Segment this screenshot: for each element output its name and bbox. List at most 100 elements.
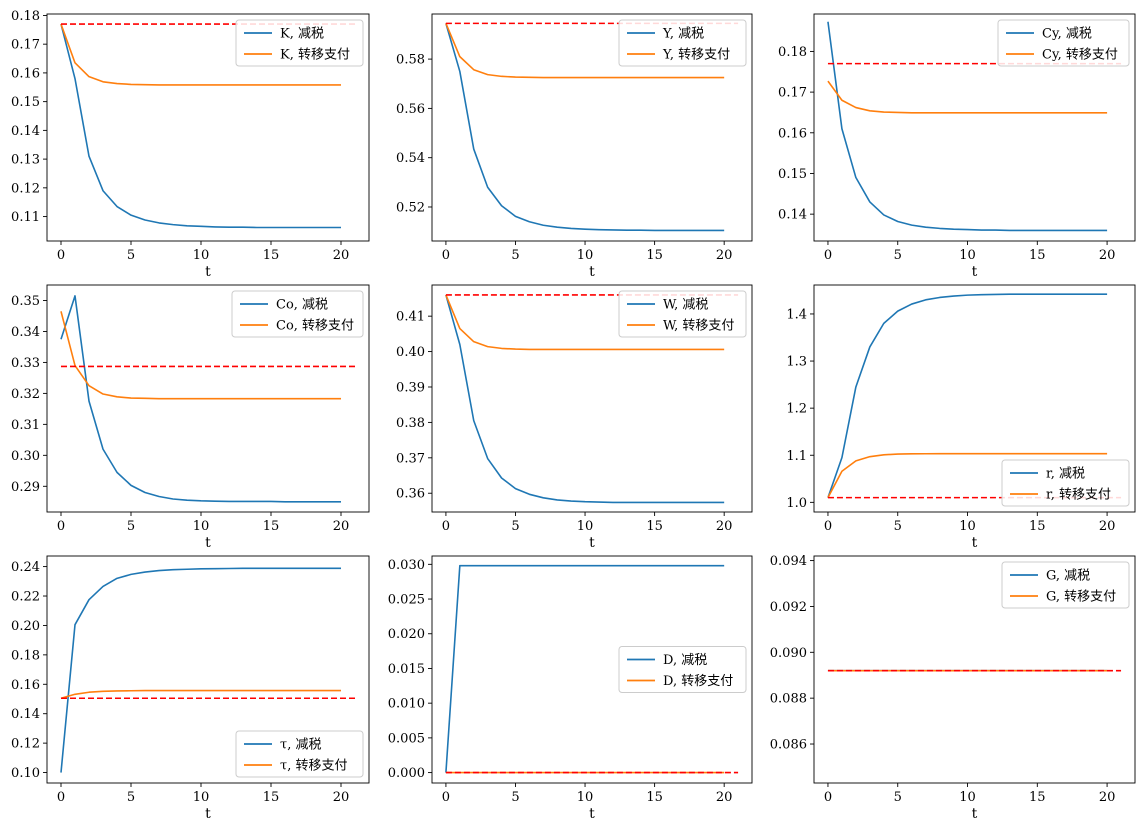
series-line-transfer xyxy=(445,23,725,79)
y-tick-label: 0.015 xyxy=(388,662,425,677)
y-tick-label: 0.025 xyxy=(388,593,425,608)
x-tick-label: 0 xyxy=(57,248,65,263)
x-axis-label: t xyxy=(205,806,211,822)
y-tick-label: 0.38 xyxy=(396,416,425,431)
x-tick-label: 5 xyxy=(894,248,902,263)
y-tick-label: 0.58 xyxy=(396,53,425,68)
y-tick-label: 0.086 xyxy=(770,738,807,753)
y-tick-label: 0.17 xyxy=(11,38,40,53)
x-tick-label: 5 xyxy=(511,248,519,263)
legend-label: Y, 减税 xyxy=(662,27,704,42)
x-tick-label: 20 xyxy=(1099,790,1116,805)
subplot-4: 0 5 10 15 20 0.29 0.30 0.31 0.32 0.33 0.34 0.35 t Co,… xyxy=(11,284,370,551)
subplot-7: 0 5 10 15 20 0.10 0.12 0.14 0.16 0.18 0.20 0.22 0.24… xyxy=(11,555,370,822)
series-line-transfer xyxy=(60,23,341,86)
x-tick-label: 15 xyxy=(1029,248,1046,263)
y-tick-label: 0.020 xyxy=(388,627,425,642)
x-tick-label: 20 xyxy=(333,790,350,805)
y-tick-label: 0.24 xyxy=(11,560,40,575)
y-tick-label: 0.29 xyxy=(11,480,40,495)
y-tick-label: 0.39 xyxy=(396,380,425,395)
x-tick-label: 5 xyxy=(511,519,519,534)
y-tick-label: 0.090 xyxy=(770,646,807,661)
y-tick-label: 0.18 xyxy=(11,9,40,24)
x-tick-label: 0 xyxy=(442,519,450,534)
subplot-6: 0 5 10 15 20 1.0 1.1 1.2 1.3 1.4 t r, 减税 r, 转移支付 xyxy=(786,284,1136,551)
series-line-transfer xyxy=(60,311,341,400)
series-line-tax-cut xyxy=(445,23,725,232)
series-line-tax-cut xyxy=(60,23,341,229)
y-tick-label: 0.16 xyxy=(778,126,807,141)
x-tick-label: 0 xyxy=(57,519,65,534)
x-tick-label: 20 xyxy=(716,248,733,263)
y-tick-label: 0.092 xyxy=(770,600,807,615)
x-tick-label: 10 xyxy=(577,519,594,534)
legend: Co, 减税 Co, 转移支付 xyxy=(231,290,364,338)
legend: r, 减税 r, 转移支付 xyxy=(1001,459,1130,507)
axes-frame xyxy=(46,555,370,784)
series-line-tax-cut xyxy=(60,295,341,503)
axes-frame xyxy=(46,13,370,242)
x-axis-label: t xyxy=(972,264,978,280)
legend-label: W, 转移支付 xyxy=(663,319,734,334)
legend-label: τ, 转移支付 xyxy=(280,759,347,774)
x-axis-label: t xyxy=(589,535,595,551)
series-line-transfer xyxy=(445,294,725,351)
plot-area xyxy=(60,567,355,773)
legend-label: Co, 转移支付 xyxy=(276,319,354,334)
x-tick-label: 10 xyxy=(577,790,594,805)
x-tick-label: 15 xyxy=(1029,790,1046,805)
axes-frame xyxy=(813,284,1136,513)
x-tick-label: 20 xyxy=(716,519,733,534)
x-tick-label: 15 xyxy=(263,248,280,263)
y-tick-label: 1.4 xyxy=(786,307,807,322)
y-tick-label: 1.2 xyxy=(786,402,807,417)
x-tick-label: 15 xyxy=(263,790,280,805)
y-tick-label: 0.35 xyxy=(11,294,40,309)
x-tick-label: 10 xyxy=(577,248,594,263)
x-tick-label: 15 xyxy=(646,248,663,263)
legend: G, 减税 G, 转移支付 xyxy=(1001,561,1130,609)
y-tick-label: 0.14 xyxy=(11,124,40,139)
subplot-2: 0 5 10 15 20 0.52 0.54 0.56 0.58 t Y, 减税 Y, 转移支付 xyxy=(396,13,753,280)
subplot-8: 0 5 10 15 20 0.000 0.005 0.010 0.015 0.020 0.025 0.… xyxy=(388,555,753,822)
x-tick-label: 10 xyxy=(959,519,976,534)
series-line-tax-cut xyxy=(827,293,1108,498)
x-tick-label: 20 xyxy=(716,790,733,805)
x-axis-label: t xyxy=(205,264,211,280)
x-tick-label: 5 xyxy=(511,790,519,805)
axes-frame xyxy=(813,13,1136,242)
y-tick-label: 0.14 xyxy=(778,208,807,223)
y-tick-label: 0.10 xyxy=(11,766,40,781)
y-tick-label: 0.34 xyxy=(11,325,40,340)
y-tick-label: 0.15 xyxy=(11,95,40,110)
legend: Cy, 减税 Cy, 转移支付 xyxy=(997,19,1130,67)
legend-label: Cy, 减税 xyxy=(1042,27,1092,42)
y-tick-label: 0.12 xyxy=(11,737,40,752)
x-tick-label: 10 xyxy=(193,790,210,805)
x-tick-label: 0 xyxy=(442,248,450,263)
y-tick-label: 0.30 xyxy=(11,449,40,464)
x-tick-label: 15 xyxy=(1029,519,1046,534)
x-tick-label: 20 xyxy=(333,248,350,263)
y-tick-label: 0.40 xyxy=(396,345,425,360)
legend-label: Cy, 转移支付 xyxy=(1042,48,1118,63)
legend-label: G, 减税 xyxy=(1046,569,1090,584)
y-tick-label: 0.37 xyxy=(396,451,425,466)
legend-label: r, 减税 xyxy=(1046,467,1085,482)
legend-label: r, 转移支付 xyxy=(1046,488,1111,503)
legend-label: D, 减税 xyxy=(663,653,707,668)
x-tick-label: 0 xyxy=(442,790,450,805)
subplot-1: 0 5 10 15 20 0.11 0.12 0.13 0.14 0.15 0.16 0.17 0.18… xyxy=(11,9,370,280)
x-tick-label: 20 xyxy=(333,519,350,534)
y-tick-label: 1.0 xyxy=(786,496,807,511)
y-tick-label: 0.52 xyxy=(396,200,425,215)
legend-label: τ, 减税 xyxy=(280,738,321,753)
y-tick-label: 0.030 xyxy=(388,558,425,573)
axes-frame xyxy=(46,284,370,513)
legend-label: K, 转移支付 xyxy=(280,48,350,63)
y-tick-label: 0.094 xyxy=(770,554,807,569)
legend-label: Y, 转移支付 xyxy=(662,48,730,63)
x-axis-label: t xyxy=(972,535,978,551)
